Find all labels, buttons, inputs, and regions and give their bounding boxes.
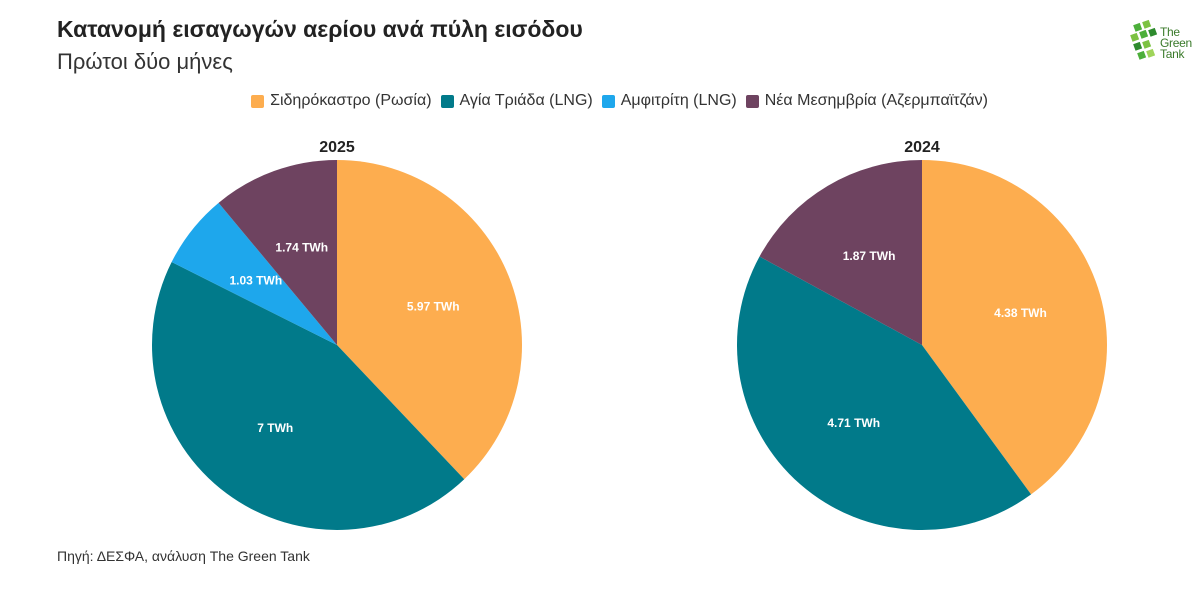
pie-title: 2025	[319, 139, 355, 156]
pie-slice	[337, 160, 522, 480]
legend-swatch	[745, 94, 759, 108]
legend-label: Σιδηρόκαστρο (Ρωσία)	[270, 92, 432, 109]
legend-label: Νέα Μεσημβρία (Αζερμπαϊτζάν)	[764, 92, 988, 109]
source-note: Πηγή: ΔΕΣΦΑ, ανάλυση The Green Tank	[57, 548, 310, 564]
pie-slice	[218, 160, 337, 345]
pie-slice	[737, 256, 1032, 531]
logo-wordmark: The Green Tank	[1160, 25, 1203, 61]
legend-item: Νέα Μεσημβρία (Αζερμπαϊτζάν)	[745, 92, 988, 110]
slice-label: 4.71 TWh	[827, 416, 880, 430]
pie-2025: 2025 5.97 TWh 7 TWh 1.03 TWh 1.74 TWh	[151, 139, 522, 531]
legend-item: Αγία Τριάδα (LNG)	[440, 92, 593, 110]
legend-swatch	[251, 94, 265, 108]
chart-legend: Σιδηρόκαστρο (Ρωσία) Αγία Τριάδα (LNG) Α…	[0, 92, 1203, 110]
chart-subtitle: Πρώτοι δύο μήνες	[57, 49, 233, 74]
pie-slice	[759, 160, 922, 345]
slice-label: 4.38 TWh	[994, 306, 1047, 320]
legend-swatch	[440, 94, 454, 108]
pie-slice	[922, 159, 1108, 495]
slice-label: 1.03 TWh	[229, 274, 282, 288]
legend-label: Αγία Τριάδα (LNG)	[459, 92, 593, 109]
pie-slice	[151, 262, 465, 531]
legend-item: Σιδηρόκαστρο (Ρωσία)	[251, 92, 432, 110]
logo-line-2: Green	[1160, 36, 1192, 50]
pie-title: 2024	[904, 139, 940, 156]
legend-label: Αμφιτρίτη (LNG)	[620, 92, 737, 109]
slice-label: 1.87 TWh	[843, 249, 896, 263]
logo-line-3: Tank	[1160, 47, 1185, 61]
pie-slice	[171, 202, 337, 345]
logo-line-1: The	[1160, 25, 1180, 39]
slice-label: 5.97 TWh	[407, 300, 460, 314]
pie-2024: 2024 4.38 TWh 4.71 TWh 1.87 TWh	[737, 139, 1108, 531]
legend-item: Αμφιτρίτη (LNG)	[601, 92, 737, 110]
chart-title: Κατανομή εισαγωγών αερίου ανά πύλη εισόδ…	[57, 16, 583, 42]
slice-label: 1.74 TWh	[275, 241, 328, 255]
slice-label: 7 TWh	[257, 421, 293, 435]
green-tank-logo-icon	[1130, 19, 1158, 60]
legend-swatch	[601, 94, 615, 108]
